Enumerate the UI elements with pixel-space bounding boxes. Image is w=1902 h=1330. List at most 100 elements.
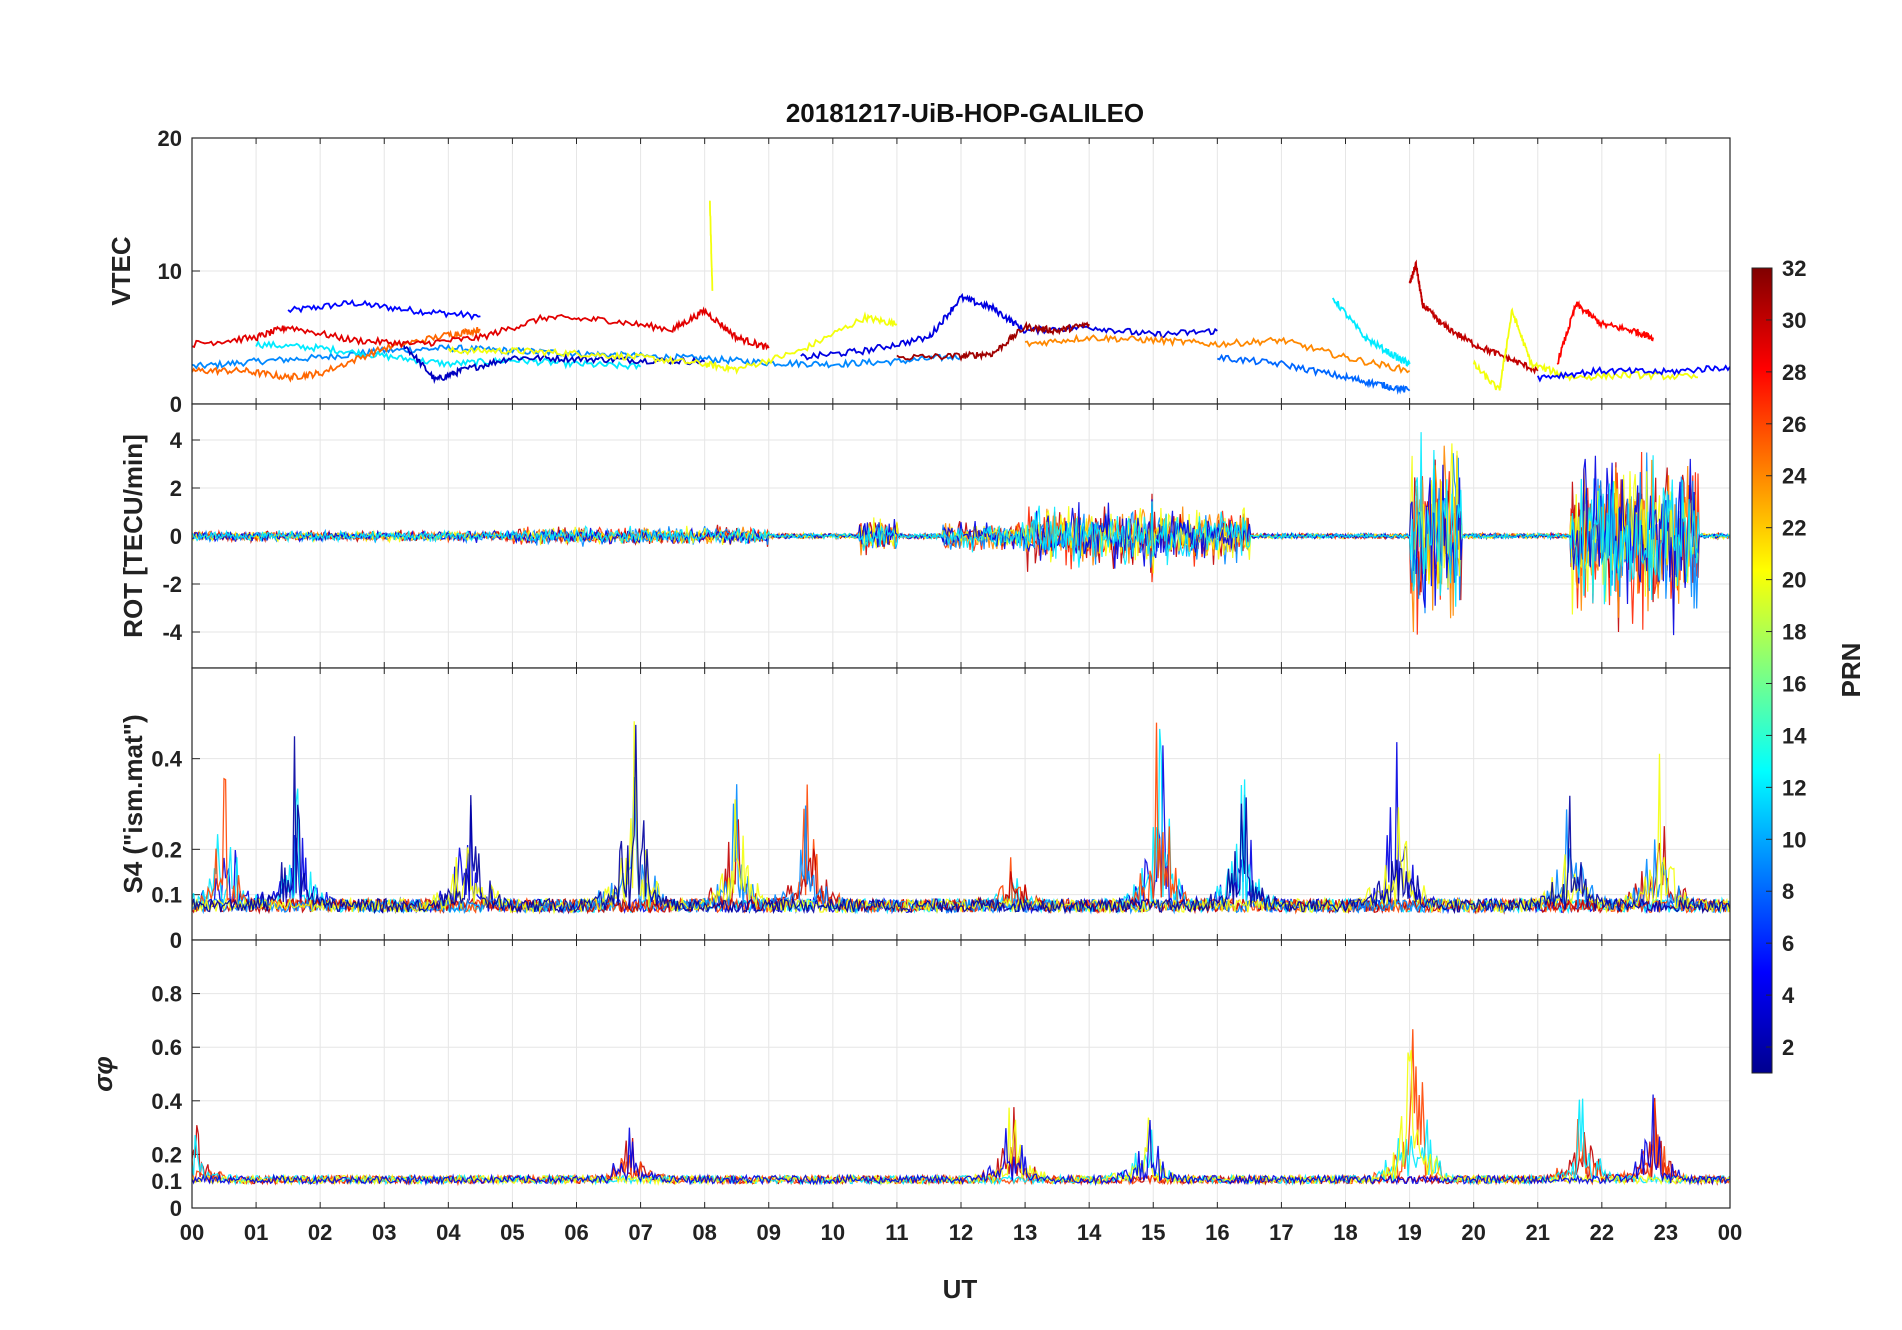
y-tick-label: 0 — [170, 524, 182, 549]
colorbar-tick-label: 30 — [1782, 308, 1806, 333]
s4-series-prn-12 — [192, 728, 1730, 915]
panel-sigma_phi: 00.10.2 0.4 0.6 0.8 σφ — [88, 939, 1731, 1221]
vtec-series-prn-12 — [255, 340, 642, 371]
x-tick-label: 15 — [1141, 1220, 1165, 1245]
colorbar-tick-label: 4 — [1782, 983, 1795, 1008]
panel-vtec: 0 10 20 VTEC — [106, 126, 1731, 417]
y-axis-label: S4 ("ism.mat") — [118, 714, 148, 893]
y-tick-label: 0.6 — [151, 1035, 182, 1060]
x-tick-label: 08 — [692, 1220, 716, 1245]
x-tick-label: 21 — [1526, 1220, 1550, 1245]
colorbar-tick-label: 24 — [1782, 464, 1807, 489]
colorbar-tick-label: 20 — [1782, 568, 1806, 593]
y-axis-label: σφ — [88, 1056, 118, 1092]
colorbar-tick-label: 16 — [1782, 671, 1806, 696]
y-tick-label: 10 — [158, 259, 182, 284]
vtec-series-prn-31 — [896, 320, 1090, 362]
colorbar-tick-label: 22 — [1782, 516, 1806, 541]
colorbar-label: PRN — [1836, 643, 1866, 698]
panel-data — [192, 432, 1730, 636]
y-tick-label: -4 — [162, 620, 182, 645]
vtec-series-prn-3 — [402, 342, 706, 385]
colorbar-tick-label: 12 — [1782, 775, 1806, 800]
y-tick-label: 0 — [170, 928, 182, 953]
x-tick-label: 23 — [1654, 1220, 1678, 1245]
x-tick-label: 05 — [500, 1220, 524, 1245]
sigma_phi-series-prn-4 — [192, 1094, 1730, 1187]
x-tick-label: 00 — [1718, 1220, 1742, 1245]
y-tick-label: 20 — [158, 126, 182, 151]
panel-frame — [191, 939, 1731, 1209]
x-axis-label: UT — [943, 1274, 978, 1304]
vtec-series-prn-5 — [1536, 364, 1730, 383]
vtec-series-prn-8 — [1216, 353, 1411, 395]
x-tick-label: 17 — [1269, 1220, 1293, 1245]
y-tick-label: 0 — [170, 1196, 182, 1221]
y-tick-label: 0.8 — [151, 982, 182, 1007]
rot-series-prn-4 — [192, 455, 1730, 636]
y-tick-label: 2 — [170, 476, 182, 501]
colorbar-tick-label: 10 — [1782, 827, 1806, 852]
x-tick-label: 09 — [757, 1220, 781, 1245]
x-tick-label: 06 — [564, 1220, 588, 1245]
x-tick-label: 13 — [1013, 1220, 1037, 1245]
colorbar-gradient — [1751, 267, 1773, 1074]
y-tick-label: 0.4 — [151, 1089, 182, 1114]
vtec-series-prn-4 — [800, 292, 1218, 361]
y-tick-label: 0 — [170, 392, 182, 417]
x-tick-label: 19 — [1397, 1220, 1421, 1245]
panel-s4: 0 0.1 0.2 0.4S4 ("ism.mat") — [118, 667, 1731, 953]
y-tick-label: -2 — [162, 572, 182, 597]
vtec-series-prn-24 — [1024, 333, 1411, 374]
colorbar-tick-label: 6 — [1782, 931, 1794, 956]
y-tick-label: 0.1 — [151, 1169, 182, 1194]
x-tick-label: 00 — [180, 1220, 204, 1245]
x-tick-label: 14 — [1077, 1220, 1102, 1245]
x-tick-label: 01 — [244, 1220, 268, 1245]
rot-series-prn-12 — [192, 432, 1730, 607]
colorbar-tick-label: 2 — [1782, 1035, 1794, 1060]
s4-series-prn-2 — [192, 724, 1730, 915]
y-axis-label: ROT [TECU/min] — [118, 434, 148, 638]
colorbar-tick-label: 8 — [1782, 879, 1794, 904]
y-tick-label: 0.2 — [151, 837, 182, 862]
vtec-series-prn-5 — [287, 299, 481, 321]
colorbar-tick-label: 26 — [1782, 412, 1806, 437]
panel-data — [192, 200, 1730, 395]
vtec-series-prn-29 — [192, 306, 770, 351]
x-tick-label: 18 — [1333, 1220, 1357, 1245]
sigma_phi-series-prn-20 — [192, 1050, 1730, 1187]
chart-title: 20181217-UiB-HOP-GALILEO — [786, 98, 1144, 128]
panel-data — [192, 721, 1730, 915]
vtec-series-prn-20 — [708, 200, 714, 291]
colorbar-tick-label: 18 — [1782, 620, 1806, 645]
y-tick-label: 0.4 — [151, 747, 182, 772]
x-tick-label: 07 — [628, 1220, 652, 1245]
y-tick-label: 0.2 — [151, 1142, 182, 1167]
vtec-series-prn-25 — [192, 326, 481, 383]
x-tick-label: 16 — [1205, 1220, 1229, 1245]
x-tick-label: 10 — [821, 1220, 845, 1245]
s4-series-prn-20 — [192, 721, 1730, 915]
vtec-series-prn-28 — [1556, 300, 1654, 365]
colorbar-tick-label: 32 — [1782, 256, 1806, 281]
x-tick-label: 12 — [949, 1220, 973, 1245]
x-tick-label: 03 — [372, 1220, 396, 1245]
colorbar-tick-label: 28 — [1782, 360, 1806, 385]
x-tick-label: 20 — [1461, 1220, 1485, 1245]
y-tick-label: 0.1 — [151, 883, 182, 908]
y-tick-label: 4 — [170, 428, 183, 453]
x-tick-label: 11 — [885, 1220, 908, 1245]
x-tick-label: 02 — [308, 1220, 332, 1245]
x-tick-label: 04 — [436, 1220, 461, 1245]
panel-rot: -4 -2 0 2 4 ROT [TECU/min] — [118, 403, 1731, 669]
vtec-series-prn-20 — [447, 311, 898, 375]
vtec-series-prn-12 — [1331, 297, 1411, 367]
x-tick-label: 22 — [1590, 1220, 1614, 1245]
colorbar-tick-label: 14 — [1782, 723, 1807, 748]
panel-data — [192, 1029, 1730, 1187]
y-axis-label: VTEC — [106, 236, 136, 306]
